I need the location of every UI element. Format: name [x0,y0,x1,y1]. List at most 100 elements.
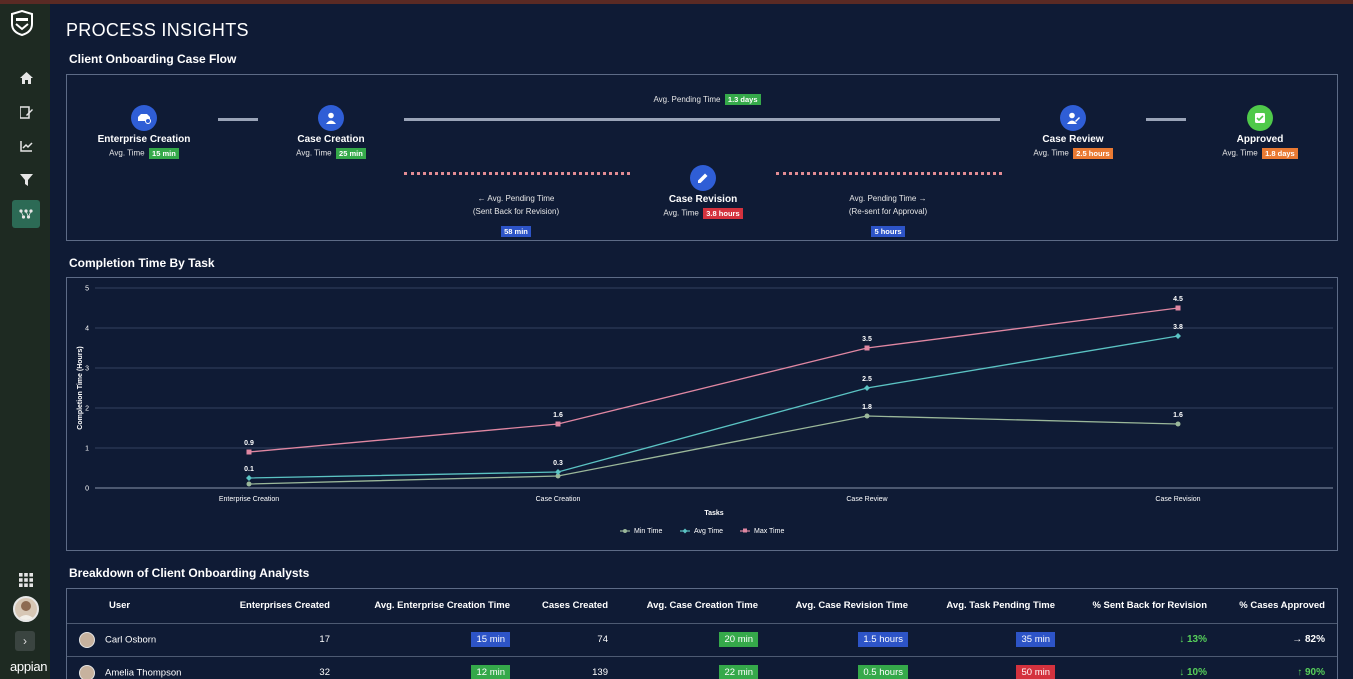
sidebar: › appian [0,4,50,679]
time-badge: 1.8 days [1262,148,1298,159]
pend-time-cell: 50 min [920,656,1067,679]
user-cell[interactable]: Carl Osborn [67,623,217,657]
data-point [864,345,870,351]
case-time-cell: 20 min [620,623,770,657]
time-badge: 0.5 hours [858,665,908,679]
table-row[interactable]: Amelia Thompson 32 12 min 139 22 min 0.5 hour… [67,656,1337,679]
user-avatar[interactable] [13,596,39,622]
time-badge: 35 min [1016,632,1055,647]
col-avg-case-creation-time[interactable]: Avg. Case Creation Time [620,589,770,624]
time-badge: 1.5 hours [858,632,908,647]
expand-sidebar-icon[interactable]: › [15,631,35,651]
data-label: 0.9 [244,440,254,447]
col-cases-created[interactable]: Cases Created [522,589,620,624]
completion-chart-title: Completion Time By Task [69,256,215,270]
data-point [864,413,870,419]
y-tick-label: 5 [85,286,89,293]
flow-node-case-review[interactable]: Case Review Avg. Time 2.5 hours [993,105,1153,159]
time-badge: 2.5 hours [1073,148,1113,159]
case-review-icon [1060,105,1086,131]
trend-arrow-icon: ↑ [1297,667,1303,678]
time-badge: 50 min [1016,665,1055,679]
table-header-row: User Enterprises Created Avg. Enterprise… [67,589,1337,624]
top-accent-bar [0,0,1353,4]
case-time-cell: 22 min [620,656,770,679]
flow-node-approved[interactable]: Approved Avg. Time 1.8 days [1180,105,1340,159]
data-point [864,385,870,391]
x-tick-label: Enterprise Creation [219,496,279,503]
approved-check-icon [1247,105,1273,131]
time-badge: 15 min [471,632,510,647]
data-point [1175,333,1181,339]
trend-arrow-icon: → [1292,634,1303,645]
data-label: 1.6 [553,412,563,419]
analysts-table-card: User Enterprises Created Avg. Enterprise… [66,588,1338,679]
legend-label: Min Time [634,528,663,535]
col-sent-back[interactable]: % Sent Back for Revision [1067,589,1219,624]
data-label: 0.3 [553,460,563,467]
process-flow-icon[interactable] [12,200,40,228]
time-badge: 22 min [719,665,758,679]
data-point [246,481,252,487]
legend-marker [623,529,627,533]
pend-time-cell: 35 min [920,623,1067,657]
data-label: 2.5 [862,376,872,383]
legend-label: Max Time [754,528,784,535]
flow-node-case-revision[interactable]: Case Revision Avg. Time 3.8 hours [623,165,783,219]
flow-connector [218,118,258,121]
home-icon[interactable] [12,64,40,92]
legend-marker [682,528,688,534]
edit-document-icon[interactable] [12,98,40,126]
cases-cell: 74 [522,623,620,657]
time-badge: 5 hours [871,226,905,238]
col-enterprises-created[interactable]: Enterprises Created [217,589,342,624]
apps-grid-icon[interactable] [12,566,40,594]
enterprises-cell: 17 [217,623,342,657]
data-label: 4.5 [1173,296,1183,303]
time-badge: 3.8 hours [703,208,743,219]
x-tick-label: Case Revision [1155,496,1200,503]
app-logo-icon[interactable] [10,9,36,38]
time-badge: 15 min [149,148,179,159]
trend-arrow-icon: ↓ [1179,667,1185,678]
legend-label: Avg Time [694,528,723,535]
completion-time-chart: 0 1 2 3 4 5 Enterprise Creation Case Creation Ca… [77,286,1333,535]
pending-time-main: Avg. Pending Time 1.3 days [607,93,807,106]
y-tick-label: 1 [85,446,89,453]
flow-node-case-creation[interactable]: Case Creation Avg. Time 25 min [251,105,411,159]
user-cell[interactable]: Amelia Thompson [67,656,217,679]
cases-cell: 139 [522,656,620,679]
user-avatar [79,631,95,648]
col-cases-approved[interactable]: % Cases Approved [1219,589,1337,624]
data-point [1175,305,1181,311]
data-label: 1.6 [1173,412,1183,419]
data-point [555,421,561,427]
y-tick-label: 2 [85,406,89,413]
approved-cell: → 82% [1219,623,1337,657]
flow-node-enterprise-creation[interactable]: Enterprise Creation Avg. Time 15 min [64,105,224,159]
x-tick-label: Case Review [846,496,888,503]
y-axis-title: Completion Time (Hours) [77,346,84,429]
flow-resent-connector [776,172,1002,175]
time-badge: 20 min [719,632,758,647]
series-line-max-time [248,307,1179,453]
table-row[interactable]: Carl Osborn 17 15 min 74 20 min 1.5 hours 35 m… [67,623,1337,657]
pending-time-sent-back: ← Avg. Pending Time (Sent Back for Revis… [472,194,560,238]
col-avg-task-pending-time[interactable]: Avg. Task Pending Time [920,589,1067,624]
line-chart-icon[interactable] [12,132,40,160]
col-avg-case-revision-time[interactable]: Avg. Case Revision Time [770,589,920,624]
case-flow-card: Enterprise Creation Avg. Time 15 min Cas… [66,74,1338,241]
rev-time-cell: 0.5 hours [770,656,920,679]
enterprises-cell: 32 [217,656,342,679]
data-point [246,475,252,481]
page-title: PROCESS INSIGHTS [66,20,249,40]
filter-icon[interactable] [12,166,40,194]
col-avg-enterprise-time[interactable]: Avg. Enterprise Creation Time [342,589,522,624]
data-label: 3.5 [862,336,872,343]
x-axis-title: Tasks [704,510,723,517]
flow-revision-connector [404,172,630,175]
pending-time-resent: Avg. Pending Time → (Re-sent for Approva… [848,194,928,238]
col-user[interactable]: User [67,589,217,624]
legend-marker [743,528,747,533]
y-tick-label: 3 [85,366,89,373]
